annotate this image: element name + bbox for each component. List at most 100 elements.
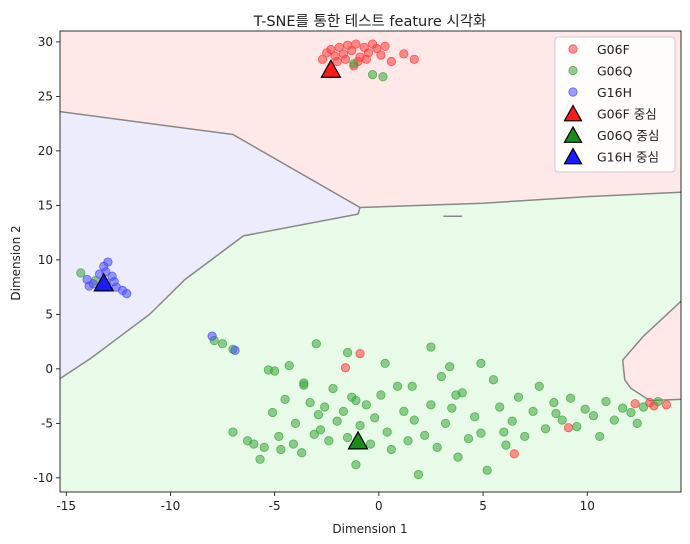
decision-regions — [60, 31, 681, 492]
point-g06q — [280, 394, 290, 404]
x-tick-label: -10 — [161, 499, 181, 513]
legend-label: G06F — [597, 42, 630, 57]
y-axis: -10 -5 0 5 10 15 20 25 30 — [33, 35, 60, 485]
point-g06q — [638, 402, 649, 412]
point-g06f — [355, 348, 365, 359]
plot-frame — [59, 30, 682, 493]
y-tick-label: -10 — [33, 471, 53, 485]
point-g06q — [432, 442, 442, 452]
point-g06f — [340, 54, 351, 64]
point-g06q — [551, 408, 561, 419]
point-g06q — [228, 427, 238, 437]
point-g06q — [476, 428, 486, 438]
point-g06q — [453, 452, 463, 462]
point-g06f — [376, 50, 386, 60]
y-tick-label: -5 — [41, 416, 53, 430]
point-g06q — [351, 460, 361, 470]
legend-label: G06F 중심 — [597, 107, 657, 122]
y-tick-label: 10 — [38, 253, 53, 267]
point-g06q — [626, 407, 636, 418]
point-g06q — [520, 431, 530, 442]
y-axis-label: Dimension 2 — [9, 225, 23, 300]
point-g06q — [572, 422, 582, 432]
point-g06q — [420, 430, 430, 440]
point-g06q — [392, 381, 403, 391]
point-g06q — [305, 398, 315, 408]
point-g06q — [476, 358, 486, 368]
point-g06q — [217, 339, 228, 349]
point-g06q — [324, 436, 334, 446]
region-g16h — [60, 111, 361, 379]
legend-label: G06Q 중심 — [597, 128, 659, 143]
point-g06q — [376, 390, 386, 400]
legend-label: G16H — [597, 85, 632, 100]
point-g06q — [463, 433, 474, 444]
point-g06q — [557, 415, 567, 425]
point-g06f — [317, 54, 328, 64]
point-g06q — [382, 427, 392, 437]
legend-marker — [563, 125, 583, 143]
point-g06f — [661, 400, 672, 410]
boundary-line — [60, 110, 681, 209]
point-g06f — [372, 43, 382, 54]
point-g06q — [451, 390, 461, 400]
x-axis: -15 -10 -5 0 5 10 — [56, 492, 595, 513]
point-g06q — [355, 420, 365, 431]
point-g06q — [501, 440, 511, 450]
point-g06f — [361, 54, 371, 64]
point-g06f — [334, 42, 344, 52]
point-g16h — [230, 345, 240, 355]
point-g06q — [338, 406, 349, 416]
point-g06q — [267, 407, 278, 418]
point-g06f — [332, 56, 342, 67]
point-g06f — [630, 399, 640, 409]
y-tick-label: 0 — [45, 362, 53, 376]
point-g06q — [263, 365, 273, 375]
point-g06f — [340, 363, 351, 373]
point-g06q — [320, 402, 330, 412]
point-g06q — [499, 427, 509, 437]
point-g06q — [255, 454, 265, 464]
legend-marker — [563, 104, 583, 122]
point-g06q — [361, 400, 371, 410]
region-g06q — [60, 192, 681, 492]
centroid-g06f — [320, 59, 342, 78]
point-g06q — [482, 465, 492, 475]
point-g06q — [342, 347, 353, 358]
y-tick-label: 5 — [45, 307, 53, 321]
point-g06q — [297, 448, 307, 458]
legend: G06F G06Q G16H G06F 중심 G06Q 중심 G16H 중심 — [554, 36, 676, 173]
point-g06q — [595, 431, 605, 442]
point-g06f — [326, 44, 336, 55]
point-g06f — [380, 41, 390, 51]
point-g06q — [274, 431, 284, 442]
centroid-g06q — [347, 430, 369, 450]
point-g16h — [122, 289, 132, 299]
point-g06f — [399, 49, 409, 59]
point-g06q — [365, 439, 376, 449]
y-tick-label: 25 — [38, 89, 53, 103]
x-tick-label: -5 — [269, 499, 281, 513]
point-g06q — [313, 410, 324, 420]
legend-box — [554, 36, 676, 173]
point-g06q — [426, 342, 436, 352]
point-g06f — [347, 46, 357, 56]
point-g06q — [653, 396, 663, 407]
point-g06q — [328, 383, 338, 394]
legend-marker — [563, 147, 583, 165]
point-g06q — [470, 412, 480, 422]
point-g06q — [534, 381, 544, 391]
point-g06q — [588, 411, 599, 421]
point-g06q — [409, 415, 419, 425]
point-g06q — [309, 429, 319, 439]
point-g06f — [351, 39, 361, 49]
point-g06q — [386, 444, 396, 455]
point-g06f — [386, 56, 396, 67]
point-g06q — [399, 406, 409, 416]
point-g06q — [495, 402, 505, 412]
y-tick-label: 15 — [38, 198, 53, 212]
point-g06q — [259, 442, 269, 452]
y-tick-label: 30 — [38, 35, 53, 49]
chart-title: T-SNE를 통한 테스트 feature 시각화 — [253, 13, 487, 30]
